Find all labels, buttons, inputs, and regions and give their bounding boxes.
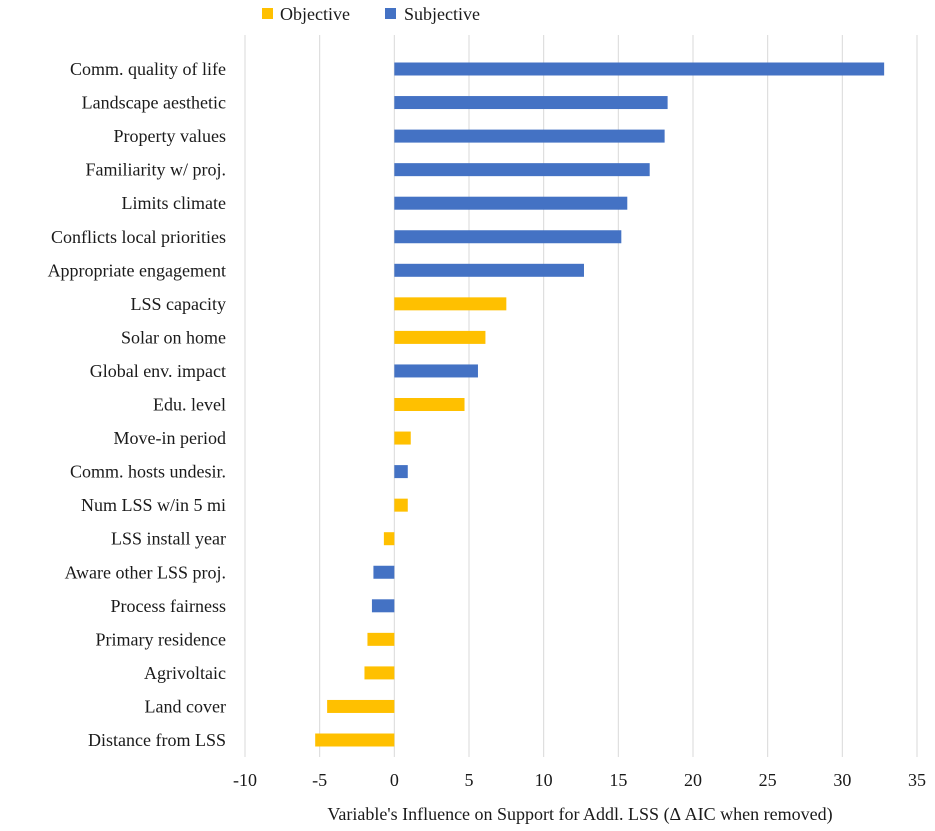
legend: Objective Subjective: [262, 4, 480, 24]
category-label: Comm. quality of life: [70, 59, 226, 79]
x-tick-label: 20: [684, 770, 702, 790]
category-label: Solar on home: [121, 327, 226, 347]
bar-subjective: [394, 163, 650, 177]
bar-subjective: [394, 364, 478, 378]
grid-lines: [244, 35, 918, 757]
category-label: Comm. hosts undesir.: [70, 462, 226, 482]
x-tick-label: 0: [390, 770, 399, 790]
legend-label-subjective: Subjective: [404, 4, 480, 24]
x-axis-label: Variable's Influence on Support for Addl…: [327, 804, 832, 825]
bar-subjective: [373, 565, 395, 579]
bar-objective: [394, 498, 408, 512]
category-label: Num LSS w/in 5 mi: [81, 495, 226, 515]
x-tick-label: 5: [465, 770, 474, 790]
bar-subjective: [394, 196, 628, 210]
category-label: Agrivoltaic: [144, 663, 226, 683]
bar-objective: [364, 666, 395, 680]
category-labels: Comm. quality of life Landscape aesthetic…: [48, 59, 226, 750]
bar-objective: [383, 532, 395, 546]
bar-objective: [394, 431, 411, 445]
x-tick-label: -10: [233, 770, 257, 790]
category-label: Conflicts local priorities: [51, 227, 226, 247]
category-label: Familiarity w/ proj.: [86, 160, 226, 180]
category-label: Appropriate engagement: [48, 260, 226, 280]
bar-objective: [367, 632, 395, 646]
legend-swatch-subjective: [385, 8, 396, 19]
x-axis-ticks: -10 -5 0 5 10 15 20 25 30 35: [233, 770, 926, 790]
bar-objective: [394, 297, 507, 311]
bar-objective: [394, 398, 465, 411]
category-label: Edu. level: [153, 395, 226, 415]
x-tick-label: 10: [535, 770, 553, 790]
bar-subjective: [394, 96, 668, 110]
legend-label-objective: Objective: [280, 4, 350, 24]
bar-objective: [394, 330, 486, 344]
bar-subjective: [394, 62, 885, 76]
x-tick-label: 35: [908, 770, 926, 790]
category-label: Distance from LSS: [88, 730, 226, 750]
category-label: Primary residence: [96, 629, 226, 649]
bars: [315, 62, 885, 747]
category-label: Global env. impact: [90, 361, 226, 381]
x-tick-label: 30: [833, 770, 851, 790]
bar-objective: [315, 733, 395, 747]
bar-subjective: [394, 465, 408, 479]
category-label: Process fairness: [111, 596, 226, 616]
category-label: Limits climate: [122, 193, 226, 213]
legend-swatch-objective: [262, 8, 273, 19]
bar-subjective: [371, 599, 395, 613]
category-label: Property values: [114, 126, 226, 146]
x-tick-label: 15: [609, 770, 627, 790]
bar-objective: [327, 699, 395, 713]
bar-subjective: [394, 129, 665, 143]
bar-subjective: [394, 263, 584, 277]
x-tick-label: 25: [759, 770, 777, 790]
category-label: Landscape aesthetic: [82, 93, 226, 113]
category-label: Move-in period: [114, 428, 226, 448]
bar-subjective: [394, 230, 622, 244]
category-label: Aware other LSS proj.: [65, 562, 226, 582]
x-tick-label: -5: [312, 770, 327, 790]
category-label: LSS capacity: [131, 294, 226, 314]
category-label: LSS install year: [111, 529, 226, 549]
category-label: Land cover: [145, 696, 226, 716]
